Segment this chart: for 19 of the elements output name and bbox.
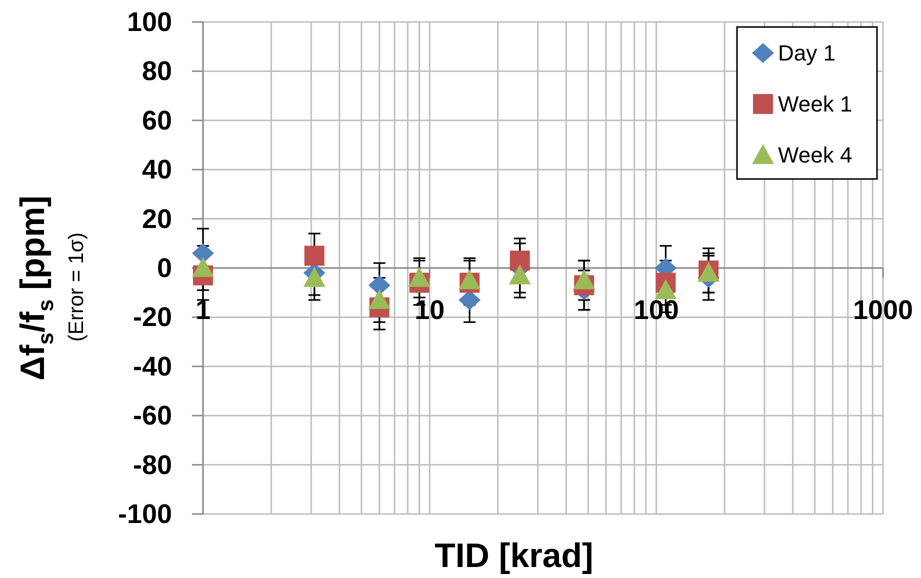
y-tick-label: -60 — [132, 400, 172, 431]
y-tick-label: 60 — [142, 105, 172, 136]
x-tick-label: 10 — [414, 295, 445, 325]
x-axis-title: TID [krad] — [434, 537, 594, 575]
x-tick-label: 1000 — [852, 295, 914, 325]
y-tick-label: -100 — [118, 499, 172, 529]
legend-label: Day 1 — [778, 40, 836, 66]
y-tick-label: 0 — [156, 253, 172, 283]
y-tick-label: 20 — [142, 204, 172, 234]
x-tick-label: 1 — [195, 295, 211, 325]
text: (Error = 1σ) — [64, 232, 88, 342]
y-tick-label: 80 — [142, 56, 172, 86]
legend-label: Week 1 — [778, 92, 852, 116]
y-tick-label: -80 — [132, 450, 172, 480]
y-tick-label: -20 — [132, 302, 172, 332]
legend-label: Week 4 — [778, 142, 852, 168]
y-tick-label: 40 — [142, 154, 172, 185]
y-tick-label: -40 — [132, 351, 172, 382]
y-tick-label: 100 — [126, 7, 172, 37]
